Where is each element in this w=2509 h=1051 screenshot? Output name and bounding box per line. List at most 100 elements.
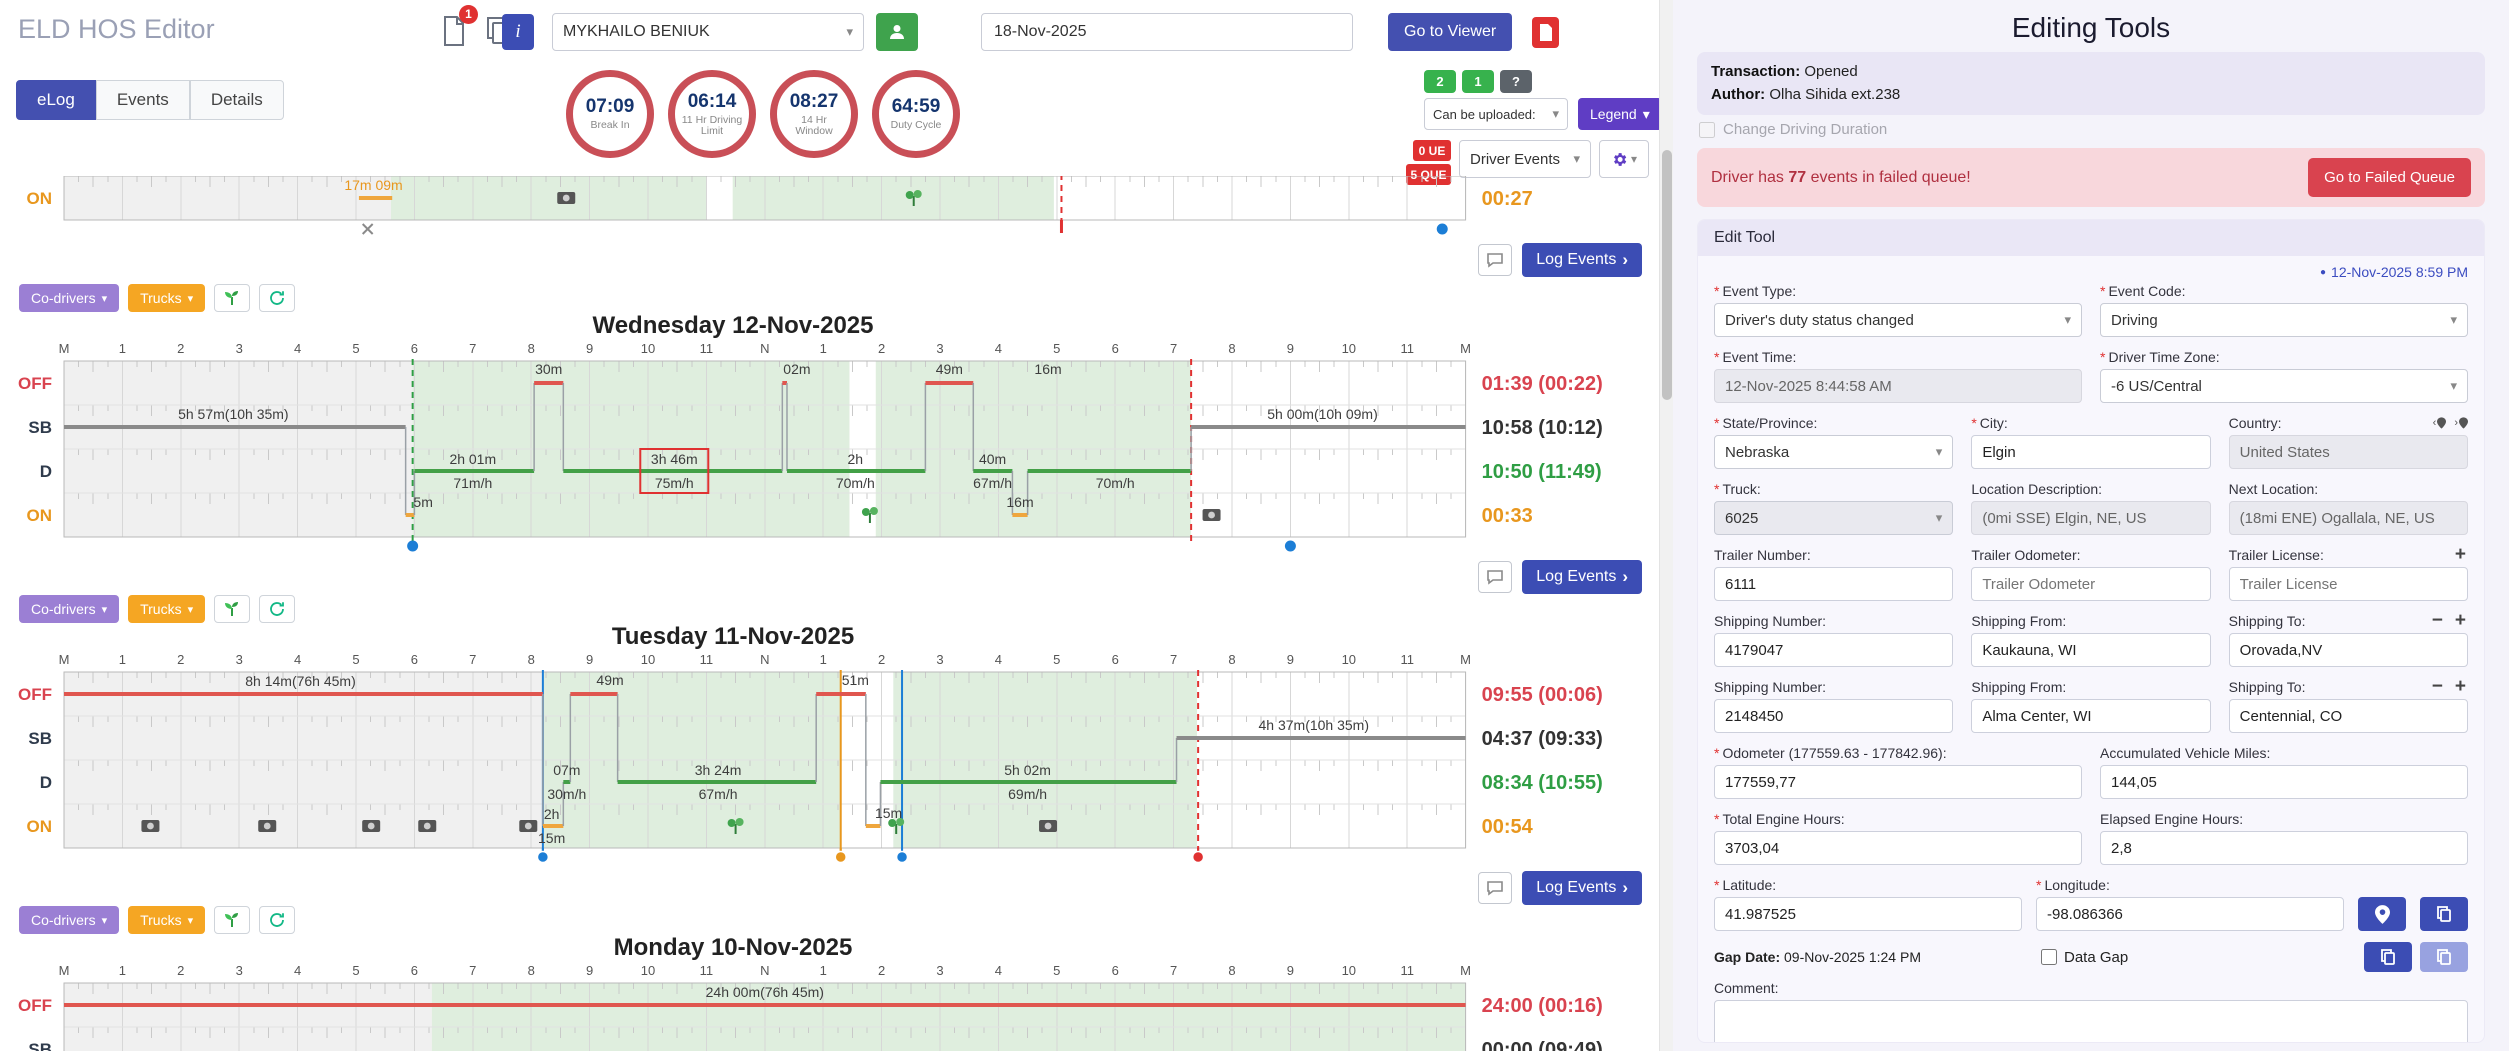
plant-icon-button[interactable] [214, 595, 251, 623]
prev-location-pin-icon[interactable]: ‹ [2433, 417, 2447, 429]
row-label: SB [28, 729, 52, 748]
refresh-icon [270, 291, 285, 305]
chat-icon-button[interactable] [1478, 244, 1513, 276]
tab-elog[interactable]: eLog [16, 80, 96, 120]
shipping-to-2-input[interactable] [2228, 699, 2468, 733]
shipping-number-2-input[interactable] [1714, 699, 1954, 733]
remove-shipping-2-button[interactable]: − [2431, 676, 2443, 697]
tab-events[interactable]: Events [95, 80, 190, 120]
log-events-row: Log Events › [0, 871, 1642, 905]
log-events-button[interactable]: Log Events › [1522, 871, 1642, 905]
svg-text:7: 7 [469, 963, 476, 978]
failed-queue-alert: Driver has 77 events in failed queue! Go… [1697, 148, 2485, 207]
hos-grid[interactable]: 17m 09m ON 00:27 [0, 174, 1659, 238]
svg-text:7: 7 [1170, 963, 1177, 978]
date-input[interactable] [981, 13, 1353, 51]
driver-select[interactable]: MYKHAILO BENIUK ▾ [552, 13, 864, 51]
trucks-button[interactable]: Trucks ▾ [128, 284, 206, 312]
svg-text:10: 10 [1342, 963, 1356, 978]
hos-grid[interactable]: M 1 2 3 4 5 6 7 8 9 10 11 N 1 2 3 4 5 6 7 8 9 10 11 M 24h 00m(76h… [0, 961, 1659, 1051]
city-input[interactable] [1971, 435, 2211, 469]
truck-select[interactable]: 6025 ▾ [1714, 501, 1954, 535]
comment-textarea[interactable] [1714, 1000, 2468, 1042]
scrollbar-thumb[interactable] [1662, 150, 1672, 400]
plant-icon-button[interactable] [214, 284, 251, 312]
event-type-select[interactable]: Driver's duty status changed ▾ [1714, 303, 2082, 337]
hos-grid[interactable]: M 1 2 3 4 5 6 7 8 9 10 11 N 1 2 3 4 5 6 7 8 9 10 11 M 8h 14m(76h … [0, 650, 1659, 866]
row-label: D [40, 462, 52, 481]
chat-icon-button[interactable] [1478, 561, 1513, 593]
svg-text:8: 8 [1228, 652, 1235, 667]
copy-coordinates-button[interactable] [2420, 897, 2468, 931]
refresh-icon-button[interactable] [259, 906, 296, 934]
report-document-button[interactable]: 1 [437, 5, 478, 50]
shipping-to-1-input[interactable] [2228, 633, 2468, 667]
elapsed-engine-hours-input[interactable] [2100, 831, 2468, 865]
shipping-from-1-input[interactable] [1971, 633, 2211, 667]
gauge-duty-cycle: 64:59 Duty Cycle [872, 70, 960, 158]
vertical-scrollbar[interactable] [1659, 0, 1673, 1051]
event-time-input[interactable] [1714, 369, 2082, 403]
chart-toolbar: Co-drivers ▾ Trucks ▾ [19, 905, 1659, 935]
trucks-button[interactable]: Trucks ▾ [128, 906, 206, 934]
hos-grid[interactable]: M 1 2 3 4 5 6 7 8 9 10 11 N 1 2 3 4 5 6 7 8 9 10 11 M 5h 57m(10h … [0, 339, 1659, 555]
add-trailer-button[interactable]: + [2454, 544, 2466, 565]
badge-green-1[interactable]: 1 [1462, 70, 1494, 93]
refresh-icon-button[interactable] [259, 595, 296, 623]
copy-event-button[interactable] [2364, 942, 2412, 972]
trucks-button[interactable]: Trucks ▾ [128, 595, 206, 623]
legend-button[interactable]: Legend ▾ [1578, 98, 1659, 130]
chart-settings-button[interactable]: ▾ [1599, 140, 1649, 178]
can-be-uploaded-select[interactable]: Can be uploaded: ▾ [1424, 98, 1568, 130]
chat-bubble-icon [1487, 253, 1504, 268]
badge-green-2[interactable]: 2 [1424, 70, 1456, 93]
trailer-license-input[interactable] [2228, 567, 2468, 601]
row-total: 01:39 (00:22) [1482, 373, 1603, 395]
latitude-input[interactable] [1714, 897, 2022, 931]
go-to-failed-queue-button[interactable]: Go to Failed Queue [2308, 158, 2471, 197]
chart-toolbar: Co-drivers ▾ Trucks ▾ [19, 283, 1659, 313]
odometer-input[interactable] [1714, 765, 2082, 799]
show-on-map-button[interactable] [2358, 897, 2406, 931]
data-gap-checkbox[interactable] [2040, 949, 2057, 965]
badge-help[interactable]: ? [1500, 70, 1532, 93]
svg-text:75m/h: 75m/h [655, 475, 694, 491]
event-code-select[interactable]: Driving ▾ [2100, 303, 2468, 337]
trailer-odometer-input[interactable] [1971, 567, 2211, 601]
next-location-input [2228, 501, 2468, 535]
red-action-button[interactable] [1532, 17, 1559, 48]
state-select[interactable]: Nebraska ▾ [1714, 435, 1954, 469]
next-location-pin-icon[interactable]: › [2454, 417, 2468, 429]
longitude-input[interactable] [2036, 897, 2344, 931]
log-events-button[interactable]: Log Events › [1522, 243, 1642, 277]
accumulated-miles-input[interactable] [2100, 765, 2468, 799]
add-shipping-2-button[interactable]: + [2454, 676, 2466, 697]
svg-text:6: 6 [411, 341, 418, 356]
co-drivers-button[interactable]: Co-drivers ▾ [19, 906, 120, 934]
duplicate-event-button[interactable] [2420, 942, 2468, 972]
add-driver-button[interactable] [876, 13, 918, 51]
chat-icon-button[interactable] [1478, 872, 1513, 904]
log-events-button[interactable]: Log Events › [1522, 560, 1642, 594]
go-to-viewer-button[interactable]: Go to Viewer [1388, 13, 1513, 51]
svg-text:1: 1 [119, 652, 126, 667]
trailer-number-input[interactable] [1714, 567, 1954, 601]
svg-text:6: 6 [411, 652, 418, 667]
timezone-select[interactable]: -6 US/Central ▾ [2100, 369, 2468, 403]
refresh-icon-button[interactable] [259, 284, 296, 312]
co-drivers-button[interactable]: Co-drivers ▾ [19, 595, 120, 623]
remove-shipping-1-button[interactable]: − [2431, 610, 2443, 631]
shipping-from-2-input[interactable] [1971, 699, 2211, 733]
map-pin-icon [2374, 904, 2390, 924]
svg-text:69m/h: 69m/h [1008, 786, 1047, 802]
svg-text:2: 2 [878, 963, 885, 978]
person-icon [890, 25, 904, 39]
driver-events-select[interactable]: Driver Events ▾ [1459, 140, 1591, 178]
shipping-number-1-input[interactable] [1714, 633, 1954, 667]
info-button[interactable]: i [502, 14, 534, 50]
tab-details[interactable]: Details [189, 80, 284, 120]
total-engine-hours-input[interactable] [1714, 831, 2082, 865]
add-shipping-1-button[interactable]: + [2454, 610, 2466, 631]
plant-icon-button[interactable] [214, 906, 251, 934]
co-drivers-button[interactable]: Co-drivers ▾ [19, 284, 120, 312]
